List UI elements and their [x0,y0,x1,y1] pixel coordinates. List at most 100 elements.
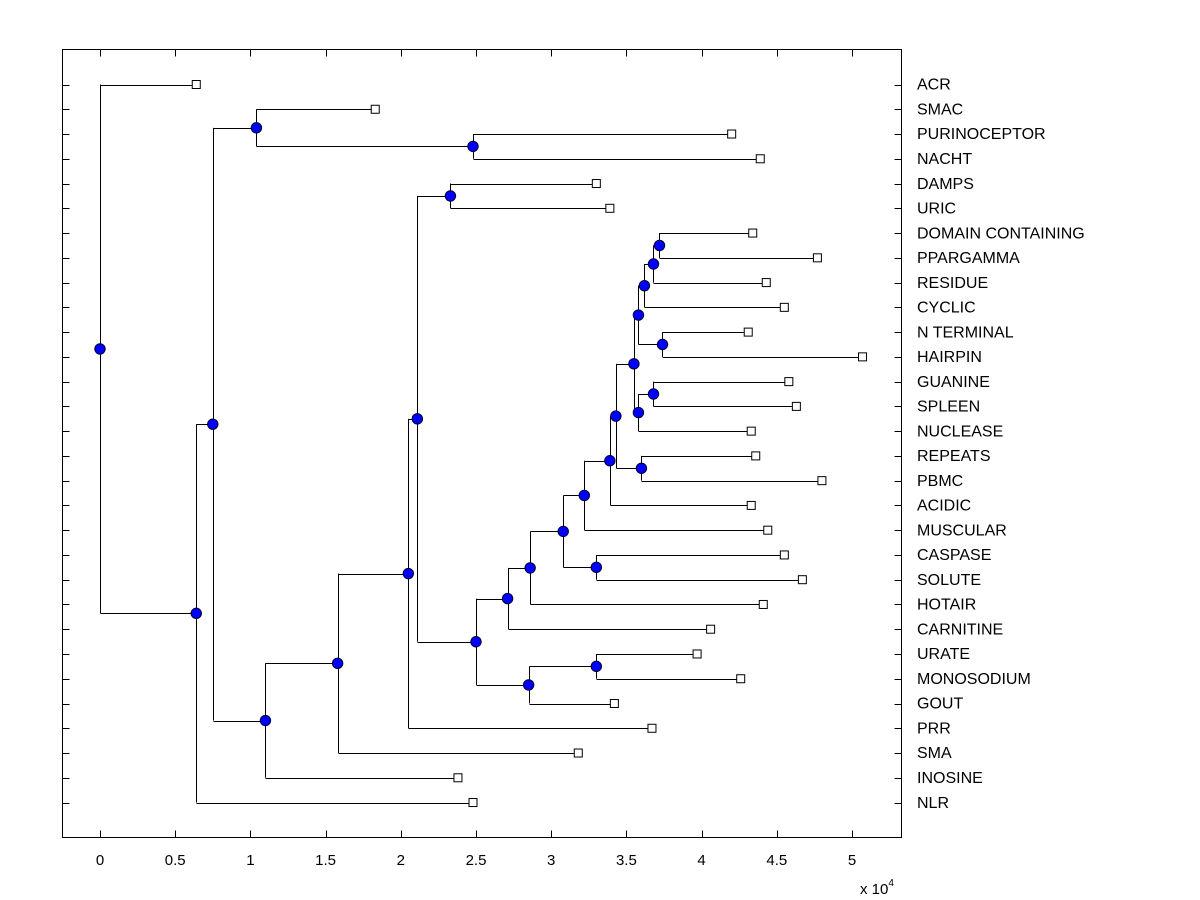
leaf-marker [746,426,756,436]
node-marker [524,562,536,574]
leaf-marker [706,624,716,634]
leaf-marker [591,179,601,189]
x-tick-label: 2 [397,852,405,869]
leaf-label: SMA [917,745,952,762]
leaf-label: HOTAIR [917,597,976,614]
node-marker [467,140,479,153]
node-marker [638,279,651,292]
node-markers [94,122,669,727]
x-tick-label: 1.5 [315,852,336,869]
leaf-label: GUANINE [917,374,990,391]
x-tick-label: 4 [697,852,705,869]
leaf-label: N TERMINAL [917,324,1014,341]
leaf-marker [791,401,801,411]
leaf-label: DOMAIN CONTAINING [917,225,1085,242]
node-marker [250,122,263,134]
node-marker [470,636,482,648]
node-marker [522,679,535,691]
node-marker [632,309,645,321]
leaf-marker [797,575,807,585]
plot-frame [62,49,902,838]
leaf-marker [468,798,478,808]
branches [100,84,863,804]
node-marker [590,660,603,673]
leaf-label: CARNITINE [917,621,1003,638]
node-marker [557,525,569,538]
leaf-label: DAMPS [917,176,974,193]
node-marker [656,338,669,351]
leaf-label: PBMC [917,473,963,490]
leaf-markers [191,80,868,808]
leaf-marker [779,550,789,560]
x-tick-label: 0.5 [165,852,186,869]
x-multiplier-label: x 104 [860,878,894,898]
leaf-marker [748,228,758,238]
leaf-label: MUSCULAR [917,522,1007,539]
leaf-marker [812,253,822,263]
x-tick-label: 4.5 [766,852,787,869]
leaf-label: CYCLIC [917,300,976,317]
leaf-marker [191,80,201,89]
leaf-marker [743,327,753,337]
leaf-marker [573,748,583,758]
x-tick-label: 5 [848,852,856,869]
leaf-labels: ACR SMAC PURINOCEPTOR NACHT DAMPS URIC DOMAIN … [917,77,1085,812]
node-marker [207,418,219,430]
x-multiplier-exponent: 4 [888,878,894,889]
leaf-label: MONOSODIUM [917,671,1031,688]
leaf-label: PRR [917,720,951,737]
leaf-label: ACIDIC [917,498,971,515]
node-marker [94,343,106,355]
x-tick-label: 1 [246,852,254,869]
leaf-marker [609,699,619,708]
leaf-label: ACR [917,77,951,94]
node-marker [635,462,648,474]
leaf-marker [751,451,761,461]
x-tick-label: 3 [547,852,555,869]
x-tick-label: 2.5 [466,852,487,869]
leaf-marker [736,674,746,684]
leaf-label: NUCLEASE [917,423,1003,440]
leaf-marker [763,525,773,535]
node-marker [402,567,415,580]
leaf-label: NACHT [917,151,972,168]
leaf-marker [605,203,615,213]
leaf-marker [758,599,768,609]
leaf-label: SOLUTE [917,572,981,589]
leaf-marker [784,377,794,387]
leaf-label: URIC [917,201,956,218]
x-tick-label: 3.5 [616,852,637,869]
leaf-label: SMAC [917,101,963,118]
node-marker [501,592,514,605]
node-marker [647,258,660,270]
leaf-marker [817,476,827,486]
leaf-marker [746,500,756,510]
leaf-label: CASPASE [917,547,991,564]
leaf-label: URATE [917,646,970,663]
x-tick-labels: 0 0.5 1 1.5 2 2.5 3 3.5 4 4.5 5 [96,852,856,869]
node-marker [411,413,424,425]
axis-ticks [62,49,902,838]
leaf-marker [761,278,771,288]
leaf-marker [692,649,702,659]
leaf-marker [755,154,765,164]
node-marker [604,455,616,467]
node-marker [259,714,272,727]
leaf-label: NLR [917,795,949,812]
node-marker [190,607,202,620]
leaf-label: PPARGAMMA [917,250,1020,267]
node-marker [632,406,645,419]
node-marker [331,657,344,669]
leaf-marker [370,104,380,114]
node-marker [578,489,590,502]
node-marker [610,410,622,422]
leaf-label: HAIRPIN [917,349,982,366]
node-marker [653,239,666,252]
leaf-label: REPEATS [917,448,991,465]
node-marker [444,190,457,202]
leaf-label: PURINOCEPTOR [917,126,1046,143]
leaf-label: INOSINE [917,770,983,787]
leaf-marker [727,129,737,139]
node-marker [628,358,640,370]
